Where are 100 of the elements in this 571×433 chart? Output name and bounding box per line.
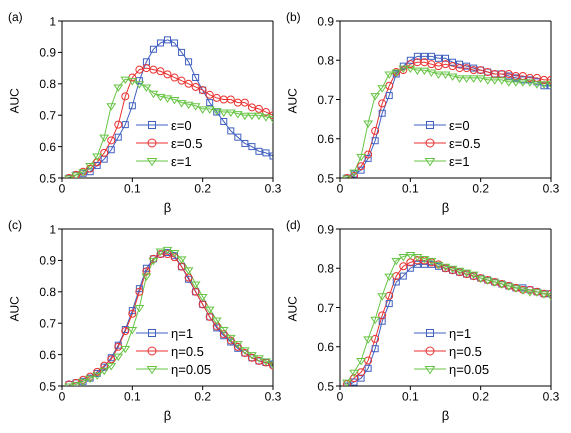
point — [122, 121, 129, 128]
y-tick-label: 0.8 — [39, 285, 56, 300]
point — [456, 64, 464, 72]
point — [163, 95, 172, 102]
x-tick-label: 0.3 — [264, 390, 282, 404]
legend-label: η=1 — [171, 326, 194, 340]
point — [385, 292, 394, 300]
point — [184, 80, 193, 88]
point — [526, 76, 534, 84]
point — [400, 62, 407, 70]
point — [358, 374, 365, 382]
point — [400, 272, 407, 280]
x-tick-label: 0.2 — [472, 182, 490, 196]
legend-label: ε=0.5 — [171, 136, 202, 150]
point — [156, 67, 164, 76]
y-tick-label: 0.8 — [39, 77, 56, 92]
point — [254, 112, 264, 120]
point — [142, 58, 150, 66]
legend-label: η=0.05 — [449, 362, 490, 376]
point — [428, 260, 435, 268]
point — [128, 326, 137, 334]
point — [412, 68, 422, 75]
point — [106, 103, 116, 110]
point — [540, 76, 548, 84]
x-tick-label: 0 — [58, 390, 66, 404]
point — [192, 74, 200, 82]
y-axis-title: AUC — [7, 296, 22, 322]
point — [364, 154, 372, 162]
point — [414, 260, 421, 268]
point — [357, 368, 366, 376]
point — [164, 70, 172, 78]
point — [364, 120, 373, 128]
point — [191, 281, 200, 288]
point — [378, 293, 387, 300]
point — [107, 136, 116, 144]
x-axis-title: β — [442, 200, 450, 215]
point — [219, 110, 228, 117]
point — [442, 60, 450, 68]
point — [241, 140, 248, 147]
point — [470, 66, 478, 74]
y-tick-label: 0.5 — [317, 171, 334, 186]
point — [206, 99, 214, 106]
legend-label: ε=0 — [171, 118, 192, 132]
legend-label: ε=0.5 — [449, 136, 480, 150]
point — [399, 262, 408, 270]
point — [135, 66, 144, 74]
point — [428, 52, 435, 60]
x-tick-label: 0.1 — [124, 390, 141, 404]
point — [378, 85, 387, 92]
point — [406, 258, 414, 266]
point — [350, 374, 358, 382]
y-tick-label: 0.5 — [39, 171, 56, 186]
point — [533, 78, 540, 86]
point — [434, 71, 443, 78]
point — [420, 260, 428, 268]
point — [512, 72, 520, 80]
point — [142, 64, 150, 72]
point — [134, 81, 144, 88]
point — [100, 148, 108, 157]
x-axis-title: β — [442, 408, 450, 423]
y-tick-label: 0.7 — [317, 92, 334, 107]
point — [93, 158, 102, 166]
point — [470, 64, 478, 72]
point — [226, 110, 236, 117]
point — [184, 102, 194, 109]
point — [142, 267, 150, 276]
point — [504, 79, 514, 86]
point — [240, 112, 250, 120]
point — [121, 327, 130, 336]
point — [448, 73, 458, 80]
point — [92, 154, 102, 161]
point — [142, 264, 150, 272]
point — [170, 74, 179, 82]
point — [227, 127, 234, 134]
point — [248, 103, 256, 112]
y-tick-label: 1 — [49, 222, 56, 236]
y-tick-label: 0.6 — [317, 132, 334, 146]
point — [128, 74, 136, 82]
point — [372, 345, 379, 352]
y-tick-label: 1 — [49, 14, 56, 28]
x-tick-label: 0.2 — [194, 182, 212, 196]
point — [386, 92, 393, 100]
point — [386, 300, 393, 308]
x-axis-title: β — [164, 200, 172, 215]
x-tick-label: 0.2 — [472, 390, 490, 404]
point — [234, 98, 242, 107]
point — [92, 372, 102, 380]
y-tick-label: 0.6 — [39, 140, 56, 154]
point — [255, 148, 262, 155]
point — [525, 79, 534, 86]
chart-title: (b) — [286, 10, 301, 24]
point — [114, 84, 123, 92]
point — [371, 334, 380, 343]
legend-label: ε=0 — [449, 118, 470, 132]
point — [519, 76, 526, 84]
point — [511, 79, 520, 86]
point — [234, 134, 242, 141]
point — [378, 318, 386, 325]
y-tick-label: 0.7 — [317, 300, 334, 315]
point — [512, 74, 520, 82]
